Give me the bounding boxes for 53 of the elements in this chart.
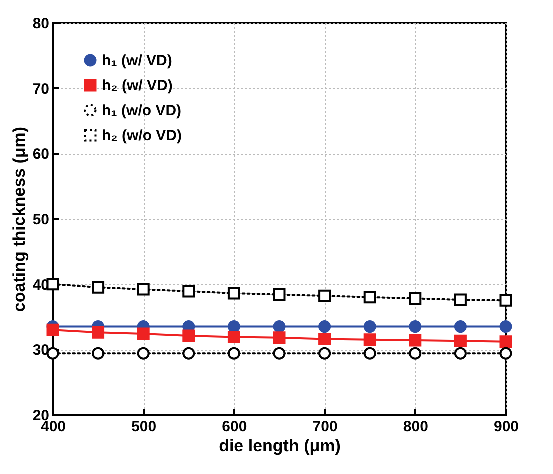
point — [409, 320, 422, 334]
point — [454, 334, 467, 348]
y-axis-title: coating thickness (μm) — [10, 126, 29, 312]
y-tick-label: 60 — [32, 146, 50, 164]
point — [273, 332, 286, 344]
point — [273, 320, 286, 334]
point — [318, 347, 332, 360]
point — [364, 291, 376, 304]
point — [228, 331, 240, 344]
x-tick-label: 800 — [403, 418, 428, 436]
point — [137, 283, 150, 296]
legend-label: h₂ (w/ VD) — [102, 78, 173, 94]
point — [228, 347, 240, 360]
point — [500, 347, 512, 360]
point — [454, 320, 467, 334]
point — [409, 292, 422, 305]
legend-label: h₁ (w/o VD) — [102, 102, 182, 120]
point — [92, 326, 105, 339]
point — [92, 281, 105, 294]
x-tick-label: 900 — [494, 418, 520, 436]
point — [228, 287, 240, 300]
point — [454, 347, 467, 360]
point — [500, 320, 512, 334]
point — [500, 336, 512, 348]
point — [318, 320, 332, 334]
point — [409, 334, 422, 347]
point — [273, 288, 286, 302]
point — [182, 330, 196, 342]
point — [364, 320, 376, 334]
point — [409, 347, 422, 360]
point — [364, 347, 376, 360]
point — [137, 328, 150, 340]
point — [137, 347, 150, 360]
point — [500, 294, 512, 307]
y-tick-label: 80 — [32, 16, 50, 32]
point — [318, 290, 332, 302]
point — [182, 347, 196, 360]
x-tick-label: 600 — [222, 418, 248, 436]
point — [273, 347, 286, 360]
y-tick-label: 70 — [32, 80, 50, 98]
point — [46, 324, 60, 336]
point — [92, 347, 105, 360]
point — [364, 334, 376, 346]
x-tick-label: 700 — [312, 418, 338, 436]
legend-label: h₁ (w/ VD) — [102, 52, 172, 70]
y-tick-label: 50 — [32, 212, 50, 228]
point — [182, 285, 196, 298]
x-axis-title: die length (μm) — [219, 436, 341, 456]
x-tick-label: 500 — [132, 418, 157, 436]
legend-label: h₂ (w/o VD) — [102, 128, 182, 144]
point — [318, 332, 332, 346]
point — [46, 278, 60, 291]
point — [454, 294, 467, 306]
